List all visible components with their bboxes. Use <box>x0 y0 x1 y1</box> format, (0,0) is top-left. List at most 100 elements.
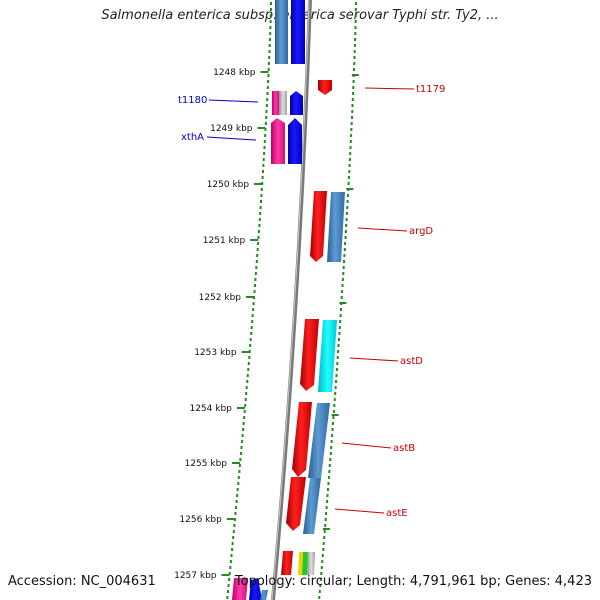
boundary-dot-right <box>331 428 334 431</box>
scale-tick <box>250 239 259 241</box>
gene-bottom-blue[interactable] <box>249 578 262 600</box>
gene-astB-steel[interactable] <box>308 403 330 478</box>
boundary-dot-right <box>323 530 326 533</box>
scale-tick <box>226 518 235 520</box>
gene-top-steel[interactable] <box>275 0 288 64</box>
boundary-dot-left <box>236 494 239 497</box>
boundary-dot-left <box>245 392 248 395</box>
gene-xthA-blue[interactable] <box>288 118 302 164</box>
boundary-dot-right <box>323 536 326 539</box>
gene-argD-steel[interactable] <box>327 192 345 262</box>
scale-label: 1250 kbp <box>207 180 250 190</box>
boundary-dot-left <box>257 236 260 239</box>
boundary-dot-left <box>232 530 235 533</box>
gene-label-astB[interactable]: astB <box>393 443 415 454</box>
boundary-dot-left <box>256 254 259 257</box>
boundary-dot-right <box>345 218 348 221</box>
boundary-dot-left <box>263 140 266 143</box>
boundary-dot-right <box>324 524 327 527</box>
gene-t1180-gray[interactable] <box>279 91 287 115</box>
gene-label-xthA[interactable]: xthA <box>181 132 204 143</box>
boundary-dot-left <box>269 8 272 11</box>
boundary-dot-right <box>322 548 325 551</box>
gene-bottom-green[interactable] <box>302 552 308 575</box>
boundary-dot-right <box>329 452 332 455</box>
boundary-dot-right <box>344 242 347 245</box>
topology-text: Topology: circular; Length: 4,791,961 bp… <box>234 574 592 589</box>
boundary-dot-left <box>241 434 244 437</box>
boundary-dot-left <box>237 476 240 479</box>
gene-bottom-yellow[interactable] <box>298 552 303 575</box>
gene-t1179[interactable] <box>318 80 332 95</box>
gene-astE-red[interactable] <box>286 477 306 531</box>
boundary-dot-right <box>348 170 351 173</box>
gene-label-argD[interactable]: argD <box>409 226 433 237</box>
gene-astD-cyan[interactable] <box>318 320 337 392</box>
gene-top-blue[interactable] <box>291 0 305 64</box>
gene-bottom-red[interactable] <box>281 551 293 575</box>
scale-tick <box>221 574 230 576</box>
boundary-dot-left <box>261 176 264 179</box>
boundary-dot-left <box>240 446 243 449</box>
boundary-dot-left <box>265 116 268 119</box>
boundary-dot-right <box>346 194 349 197</box>
boundary-dot-right <box>352 86 355 89</box>
minor-tick-right <box>351 74 359 76</box>
gene-label-astE[interactable]: astE <box>386 508 408 519</box>
boundary-dot-left <box>240 452 242 455</box>
gene-label-astD[interactable]: astD <box>400 356 423 367</box>
scale-label: 1257 kbp <box>174 571 217 581</box>
gene-t1180-blue[interactable] <box>290 91 303 115</box>
scale-label: 1251 kbp <box>203 236 246 246</box>
boundary-dot-left <box>230 554 233 557</box>
gene-label-t1180[interactable]: t1180 <box>178 95 207 106</box>
boundary-dot-right <box>352 80 355 83</box>
boundary-dot-right <box>332 410 335 413</box>
boundary-dot-right <box>328 470 331 473</box>
boundary-dot-left <box>257 242 260 245</box>
gene-xthA-pink[interactable] <box>271 118 285 164</box>
gene-astB-red[interactable] <box>292 402 312 477</box>
boundary-dot-left <box>270 2 272 5</box>
track-boundary-right <box>318 2 357 599</box>
boundary-dot-left <box>255 260 258 263</box>
gene-bottom-steel[interactable] <box>260 590 268 600</box>
boundary-dot-right <box>342 272 345 275</box>
scale-label: 1248 kbp <box>213 68 256 78</box>
boundary-dot-right <box>349 146 352 149</box>
gene-bottom-pink[interactable] <box>232 578 248 600</box>
boundary-dot-right <box>331 434 334 437</box>
boundary-dot-left <box>226 596 229 599</box>
boundary-dot-right <box>327 476 330 479</box>
gene-label-t1179[interactable]: t1179 <box>416 84 445 95</box>
gene-bottom-gray[interactable] <box>307 552 315 575</box>
gene-astE-steel[interactable] <box>303 478 321 534</box>
boundary-dot-right <box>322 542 325 545</box>
boundary-dot-right <box>335 374 338 377</box>
boundary-dot-left <box>259 212 262 215</box>
boundary-dot-right <box>335 380 337 383</box>
gene-astD-red[interactable] <box>300 319 319 391</box>
boundary-dot-left <box>262 170 264 173</box>
boundary-dot-right <box>340 296 343 299</box>
boundary-dot-left <box>251 320 254 323</box>
boundary-dot-left <box>257 230 260 233</box>
boundary-dot-right <box>330 446 333 449</box>
boundary-dot-right <box>353 50 356 53</box>
backbone-line <box>271 0 312 600</box>
gene-t1180-pink[interactable] <box>272 91 279 115</box>
boundary-dot-right <box>350 134 353 137</box>
minor-tick-right <box>346 188 354 190</box>
boundary-dot-right <box>329 458 332 461</box>
boundary-dot-left <box>254 278 257 281</box>
boundary-dot-left <box>241 440 244 443</box>
gene-argD-red[interactable] <box>310 191 327 262</box>
boundary-dot-right <box>330 440 333 443</box>
scale-tick <box>260 71 269 73</box>
boundary-dot-right <box>337 344 340 347</box>
scale-label: 1249 kbp <box>210 124 253 134</box>
boundary-dot-right <box>327 488 329 491</box>
boundary-dot-left <box>248 350 251 353</box>
